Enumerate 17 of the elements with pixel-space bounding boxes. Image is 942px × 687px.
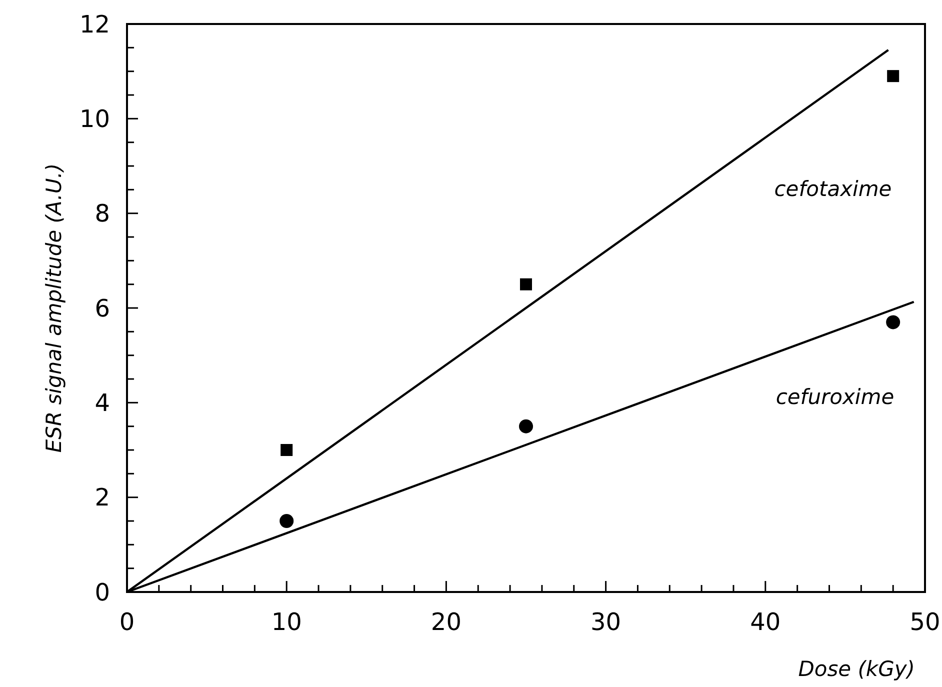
annotation: cefuroxime (776, 385, 894, 409)
y-tick-label: 0 (94, 578, 110, 606)
y-tick-label: 2 (94, 484, 110, 512)
y-tick-label: 12 (79, 10, 110, 38)
y-tick-label: 4 (94, 389, 110, 418)
x-tick-label: 0 (119, 608, 135, 636)
y-tick-label: 6 (94, 294, 110, 322)
x-axis-title: Dose (kGy) (798, 657, 915, 681)
x-tick-label: 30 (590, 608, 622, 636)
x-tick-label: 40 (750, 608, 781, 636)
x-tick-label: 10 (271, 608, 302, 636)
y-axis-title: ESR signal amplitude (A.U.) (42, 163, 66, 453)
annotation: cefotaxime (774, 177, 892, 201)
y-tick-label: 8 (94, 200, 110, 228)
x-tick-label: 50 (910, 608, 940, 636)
y-tick-label: 10 (79, 105, 110, 134)
x-tick-label: 20 (430, 608, 462, 636)
